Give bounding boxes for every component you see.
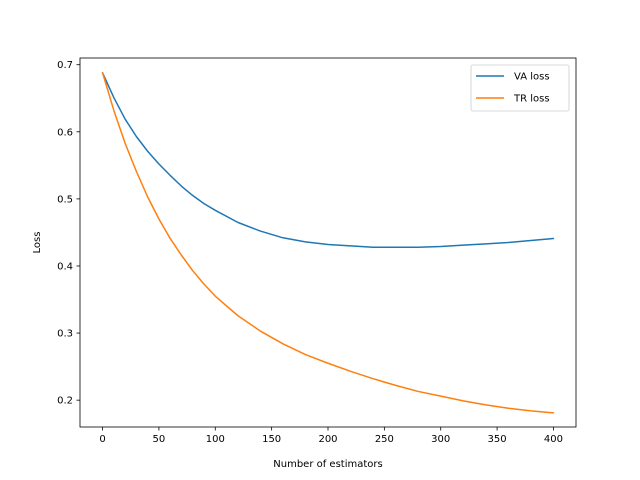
x-tick-label: 400 xyxy=(544,434,563,445)
x-tick-label: 250 xyxy=(375,434,394,445)
y-axis-ticks: 0.2 0.3 0.4 0.5 0.6 0.7 xyxy=(57,60,80,407)
legend-label-tr-loss: TR loss xyxy=(513,94,550,105)
series-layer xyxy=(101,72,555,414)
series-line-va-loss xyxy=(101,72,555,248)
y-tick-label: 0.7 xyxy=(57,60,73,71)
y-tick-label: 0.4 xyxy=(57,261,73,272)
x-axis-label: Number of estimators xyxy=(273,459,382,470)
x-tick-label: 350 xyxy=(488,434,507,445)
y-axis-label: Loss xyxy=(32,232,43,254)
x-tick-label: 300 xyxy=(431,434,450,445)
x-tick-label: 0 xyxy=(99,434,105,445)
legend-label-va-loss: VA loss xyxy=(514,72,550,83)
x-axis-ticks: 0 50 100 150 200 250 300 350 400 xyxy=(99,427,563,445)
series-line-tr-loss xyxy=(101,72,555,414)
x-tick-label: 150 xyxy=(262,434,281,445)
x-tick-label: 200 xyxy=(318,434,337,445)
y-tick-label: 0.6 xyxy=(57,127,73,138)
x-tick-label: 100 xyxy=(206,434,225,445)
y-tick-label: 0.3 xyxy=(57,329,73,340)
y-tick-label: 0.5 xyxy=(57,194,73,205)
legend: VA loss TR loss xyxy=(470,64,570,112)
x-tick-label: 50 xyxy=(153,434,166,445)
y-tick-label: 0.2 xyxy=(57,396,73,407)
